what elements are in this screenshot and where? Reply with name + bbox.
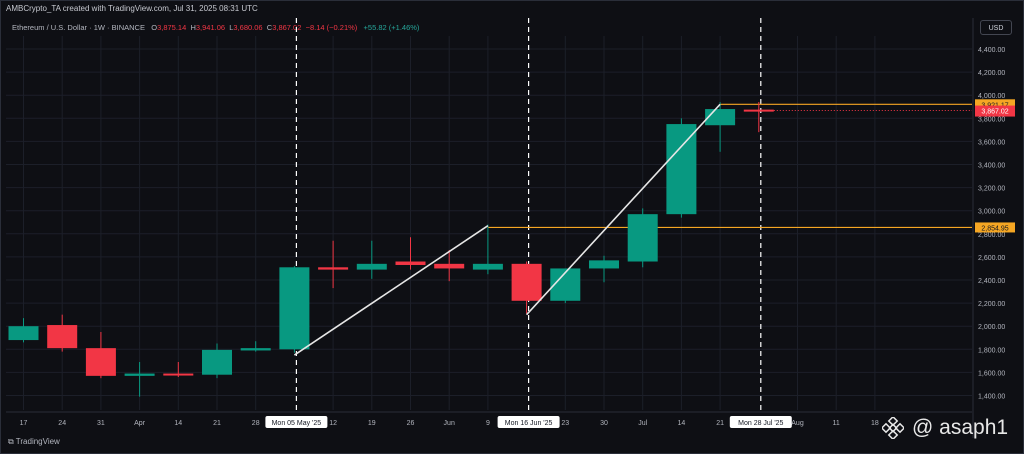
y-tick-label: 1,600.00 <box>978 370 1005 377</box>
x-tick-label: 19 <box>368 420 376 427</box>
x-tick-label: 26 <box>407 420 415 427</box>
y-tick-label: 1,800.00 <box>978 347 1005 354</box>
low-value: 3,680.06 <box>233 23 263 32</box>
x-tick-label: 28 <box>252 420 260 427</box>
candle-body <box>395 261 426 265</box>
x-tick-label: 14 <box>678 420 686 427</box>
close-label: C <box>266 23 273 32</box>
date-marker-label: Mon 05 May '25 <box>272 420 322 427</box>
tradingview-logo-icon: ⧉ <box>8 437 14 446</box>
volume-change-value: +55.82 (+1.46%) <box>363 23 420 32</box>
trendline <box>526 103 721 316</box>
candle-body <box>627 214 658 262</box>
y-tick-label: 2,200.00 <box>978 301 1005 308</box>
open-value: 3,875.14 <box>157 23 187 32</box>
y-tick-label: 2,600.00 <box>978 255 1005 262</box>
x-tick-label: 11 <box>833 420 840 427</box>
y-tick-label: 3,000.00 <box>978 209 1005 216</box>
x-tick-label: Jul <box>638 420 647 427</box>
date-marker-label: Mon 28 Jul '25 <box>738 420 783 427</box>
candle-body <box>356 263 387 270</box>
candle-body <box>279 267 310 350</box>
high-label: H <box>190 23 196 32</box>
watermark: @ asaph1 <box>882 416 1008 440</box>
binance-logo-icon <box>882 417 904 439</box>
date-marker-box <box>497 416 560 428</box>
x-tick-label: 18 <box>871 420 879 427</box>
level-price-tag <box>975 222 1015 233</box>
y-tick-label: 3,800.00 <box>978 116 1005 123</box>
date-marker-box <box>729 416 792 428</box>
x-tick-label: Apr <box>134 420 146 427</box>
candle-body <box>124 373 155 376</box>
chart-author-line: AMBCrypto_TA created with TradingView.co… <box>6 4 258 13</box>
last-price-tag <box>975 105 1015 117</box>
x-tick-label: 21 <box>213 420 221 427</box>
change-value: −8.14 (−0.21%) <box>305 23 358 32</box>
x-tick-label: 21 <box>716 420 724 427</box>
candle-body <box>472 263 503 270</box>
date-marker-label: Mon 16 Jun '25 <box>505 420 553 427</box>
candle-body <box>8 326 39 341</box>
x-tick-label: 12 <box>329 420 337 427</box>
x-tick-label: Jun <box>444 420 455 427</box>
candle-body <box>705 109 736 126</box>
candle-body <box>202 349 232 375</box>
watermark-text: @ asaph1 <box>912 416 1009 439</box>
candle-body <box>434 263 465 269</box>
currency-button[interactable]: USD <box>980 20 1012 35</box>
candle-body <box>589 260 619 269</box>
x-tick-label: 24 <box>58 420 66 427</box>
candle-body <box>318 267 349 270</box>
y-tick-label: 2,800.00 <box>978 232 1005 239</box>
trendline <box>293 225 489 356</box>
symbol-name[interactable]: Ethereum / U.S. Dollar · 1W · BINANCE <box>12 23 145 32</box>
candle-body <box>47 325 78 349</box>
x-tick-label: Aug <box>791 420 804 427</box>
x-tick-label: 17 <box>20 420 28 427</box>
level-price-tag <box>975 99 1015 110</box>
x-tick-label: 9 <box>486 420 490 427</box>
y-tick-label: 4,200.00 <box>978 70 1005 77</box>
y-tick-label: 3,400.00 <box>978 163 1005 170</box>
y-tick-label: 4,000.00 <box>978 93 1005 100</box>
y-tick-label: 2,000.00 <box>978 324 1005 331</box>
tradingview-logo[interactable]: ⧉ TradingView <box>8 437 60 447</box>
close-value: 3,867.02 <box>272 23 302 32</box>
low-label: L <box>229 23 234 32</box>
candle-body <box>666 124 697 215</box>
candle-body <box>511 263 542 301</box>
date-marker-box <box>265 416 328 428</box>
candle-body <box>85 348 116 376</box>
candle-body <box>163 373 194 376</box>
tradingview-logo-label: TradingView <box>15 437 60 446</box>
y-tick-label: 1,400.00 <box>978 394 1005 401</box>
last-price-label: 3,867.02 <box>981 109 1008 116</box>
x-tick-label: 31 <box>97 420 105 427</box>
high-value: 3,941.06 <box>195 23 226 32</box>
y-tick-label: 4,400.00 <box>978 47 1005 54</box>
candle-body <box>240 348 271 351</box>
y-tick-label: 2,400.00 <box>978 278 1005 285</box>
y-tick-label: 3,200.00 <box>978 186 1005 193</box>
x-tick-label: 23 <box>561 420 569 427</box>
open-label: O <box>151 23 158 32</box>
level-price-label: 2,854.95 <box>981 225 1008 232</box>
x-tick-label: 30 <box>600 420 608 427</box>
x-tick-label: 14 <box>174 420 182 427</box>
y-tick-label: 3,600.00 <box>978 139 1005 146</box>
symbol-legend[interactable]: Ethereum / U.S. Dollar · 1W · BINANCE O3… <box>12 23 419 32</box>
